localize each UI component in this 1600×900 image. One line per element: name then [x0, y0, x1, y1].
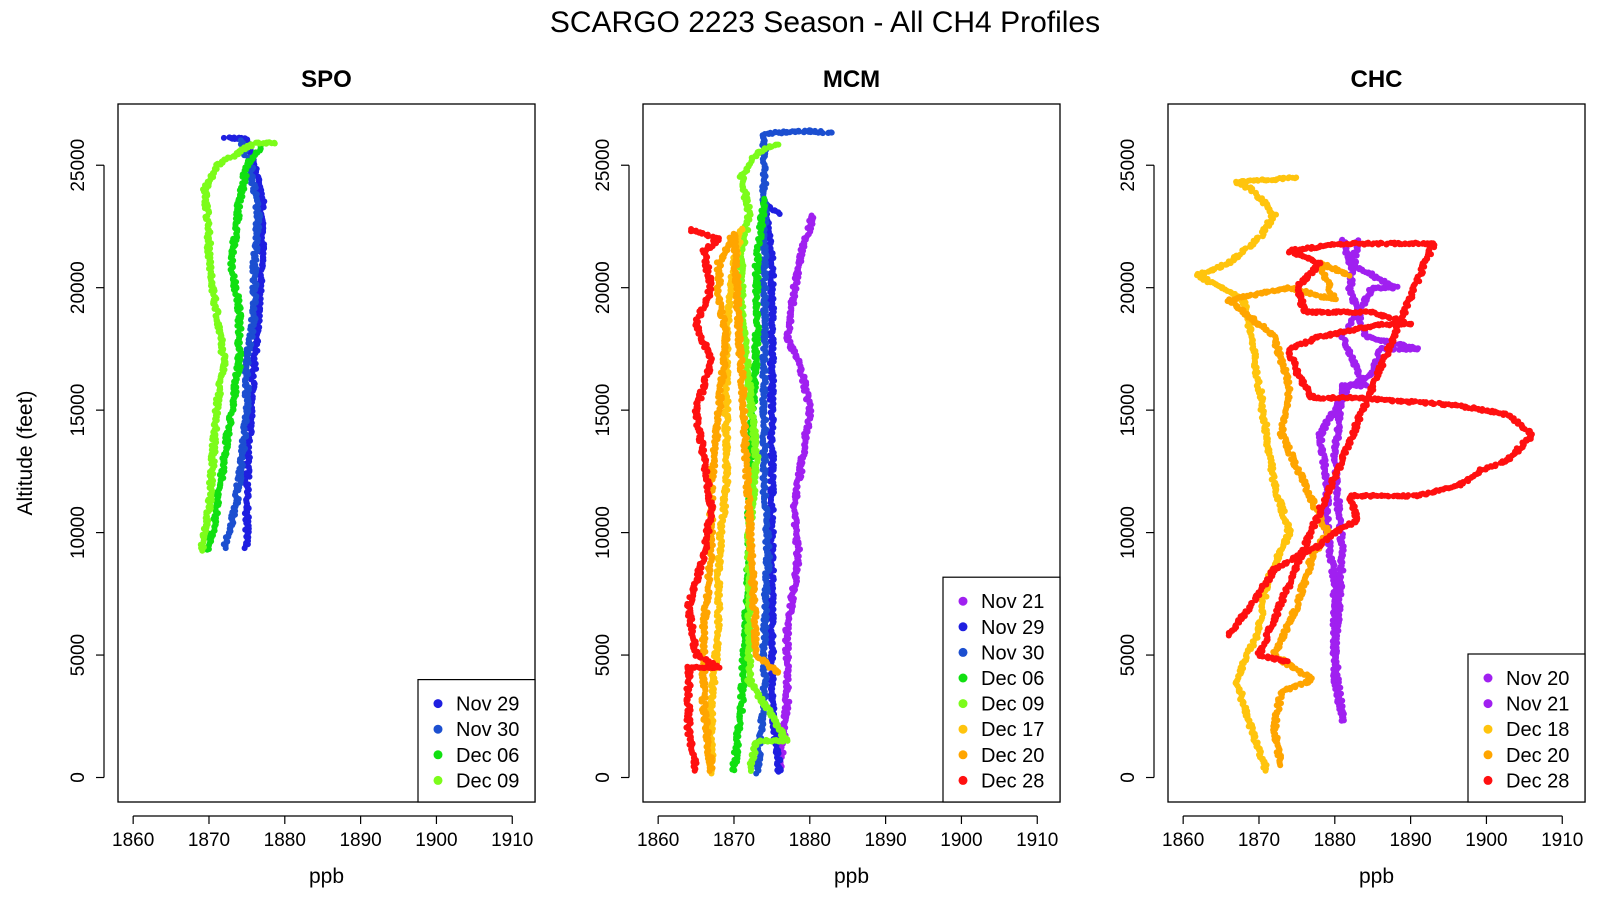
y-tick-label: 20000	[593, 261, 614, 314]
y-tick-label: 5000	[593, 634, 614, 676]
y-tick-label: 25000	[68, 139, 89, 192]
legend-label: Dec 09	[981, 694, 1044, 716]
panel-mcm: MCM 1860 1870 1880 1890 1900 1910 ppb 0 5000 10000…	[593, 66, 1061, 888]
data-point	[220, 134, 227, 141]
series-nov-30	[220, 137, 264, 552]
legend-marker	[433, 699, 443, 709]
data-point	[248, 141, 254, 148]
data-point	[271, 140, 278, 147]
y-tick-label: 15000	[68, 384, 89, 437]
y-axis: 0 5000 10000 15000 20000 25000 Altitude (feet)	[14, 139, 105, 783]
legend-marker	[958, 647, 968, 657]
x-tick-label: 1890	[864, 830, 906, 851]
series-dec-09	[197, 139, 278, 554]
legend: Nov 21 Nov 29 Nov 30 Dec 06 Dec 09 Dec 17 Dec …	[942, 576, 1061, 803]
data-point	[688, 226, 695, 232]
data-point	[828, 129, 835, 136]
y-tick-label: 0	[593, 772, 614, 783]
data-point	[819, 130, 826, 137]
main-title: SCARGO 2223 Season - All CH4 Profiles	[550, 6, 1100, 39]
y-tick-label: 20000	[68, 261, 89, 314]
legend-label: Dec 09	[456, 770, 519, 792]
series-nov-21	[775, 212, 817, 773]
x-tick-label: 1900	[940, 830, 982, 851]
data-point	[776, 211, 783, 217]
y-tick-label: 25000	[593, 139, 614, 192]
data-point	[226, 134, 233, 141]
data-point	[795, 127, 802, 134]
legend-marker	[958, 673, 968, 683]
y-tick-label: 5000	[68, 634, 89, 676]
x-tick-label: 1870	[188, 830, 230, 851]
y-tick-label: 10000	[68, 506, 89, 559]
data-point	[775, 141, 782, 148]
legend-label: Dec 06	[456, 745, 519, 767]
series-nov-30	[753, 127, 835, 777]
legend-label: Nov 30	[981, 642, 1044, 664]
y-tick-label: 15000	[593, 384, 614, 437]
legend-label: Dec 28	[981, 770, 1044, 792]
panel-title: CHC	[1351, 66, 1403, 93]
legend-marker	[958, 775, 968, 785]
y-tick-label: 0	[68, 772, 89, 783]
x-tick-label: 1870	[713, 830, 755, 851]
legend-label: Dec 20	[981, 745, 1044, 767]
legend-marker	[433, 750, 443, 760]
x-axis-label: ppb	[834, 865, 869, 888]
x-axis: 1860 1870 1880 1890 1900 1910 ppb	[112, 815, 533, 888]
data-point	[703, 656, 710, 662]
x-tick-label: 1910	[491, 830, 533, 851]
data-point	[739, 225, 746, 232]
legend-marker	[958, 750, 968, 760]
x-axis: 1860 1870 1880 1890 1900 1910 ppb	[637, 815, 1058, 888]
x-tick-label: 1880	[264, 830, 306, 851]
data-point	[761, 195, 768, 202]
x-axis-label: ppb	[309, 865, 344, 888]
x-tick-label: 1860	[112, 830, 154, 851]
x-tick-label: 1860	[637, 830, 679, 851]
legend-label: Dec 06	[981, 668, 1044, 690]
legend-marker	[958, 724, 968, 734]
legend-marker	[433, 775, 443, 785]
data-point	[774, 669, 781, 676]
legend-label: Nov 29	[456, 694, 519, 716]
panel-title: MCM	[823, 66, 880, 93]
legend-marker	[433, 724, 443, 734]
legend: Nov 29 Nov 30 Dec 06 Dec 09	[417, 678, 536, 803]
x-tick-label: 1910	[1016, 830, 1058, 851]
legend-label: Nov 30	[456, 719, 519, 741]
series-dec-06	[204, 143, 264, 553]
panel-spo: SPO 1860 1870 1880 1890 1900 1910 ppb 0 5000 10000…	[14, 66, 536, 888]
data-points	[683, 127, 835, 777]
y-tick-label: 10000	[593, 506, 614, 559]
data-points	[197, 134, 278, 554]
legend-label: Nov 21	[981, 591, 1044, 613]
data-point	[237, 137, 244, 144]
x-tick-label: 1880	[789, 830, 831, 851]
data-point	[808, 212, 815, 219]
y-axis: 0 5000 10000 15000 20000 25000	[593, 139, 630, 783]
y-axis-label: Altitude (feet)	[14, 391, 37, 516]
legend-marker	[958, 596, 968, 606]
plot-frame	[117, 103, 536, 803]
legend-label: Nov 29	[981, 617, 1044, 639]
legend-label: Dec 17	[981, 719, 1044, 741]
panel-title: SPO	[301, 66, 352, 93]
x-tick-label: 1900	[415, 830, 457, 851]
legend-marker	[958, 699, 968, 709]
legend-marker	[958, 622, 968, 632]
x-tick-label: 1890	[339, 830, 381, 851]
